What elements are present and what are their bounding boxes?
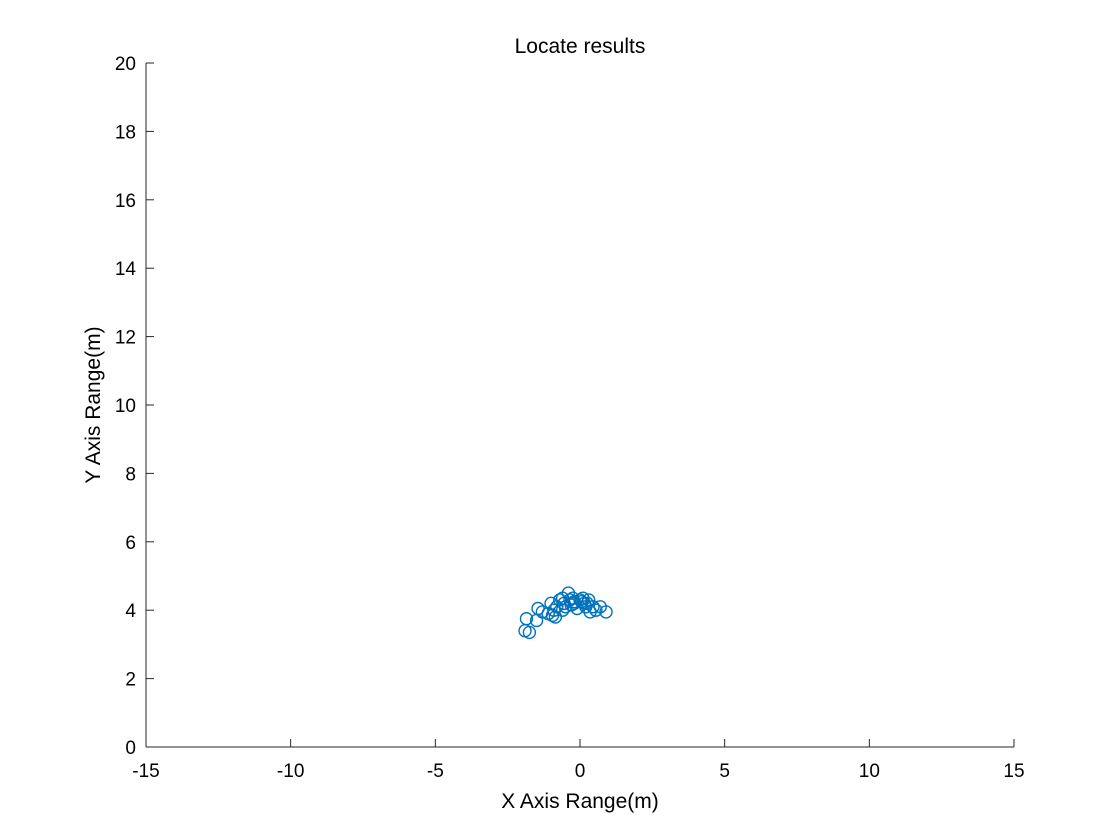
y-tick-label: 0 [125,738,136,759]
x-tick-label: -5 [427,761,444,782]
x-ticks: -15 -10 -5 0 5 10 15 [132,739,1025,782]
data-markers [518,586,613,640]
y-tick-label: 8 [125,464,136,485]
y-tick-label: 6 [125,533,136,554]
x-tick-label: -10 [277,761,304,782]
x-tick-label: -15 [132,761,159,782]
y-tick-label: 20 [115,54,136,75]
data-point [522,625,537,640]
chart-title: Locate results [515,35,646,58]
data-point [519,612,534,626]
y-tick-label: 2 [125,670,136,691]
y-tick-label: 12 [115,328,136,349]
data-point [567,594,581,609]
x-tick-label: 15 [1003,761,1024,782]
data-point [548,610,563,624]
x-tick-label: 10 [859,761,880,782]
y-tick-label: 16 [115,191,136,212]
x-axis-title: X Axis Range(m) [501,790,659,813]
y-tick-label: 10 [115,396,136,417]
data-point [599,605,613,619]
data-point [589,603,603,617]
y-tick-label: 18 [115,122,136,143]
y-ticks: 0 2 4 6 8 10 12 14 16 18 20 [115,54,154,759]
data-point [580,596,594,611]
y-tick-label: 14 [115,259,137,280]
x-tick-label: 5 [719,761,730,782]
y-tick-label: 4 [125,601,136,622]
y-axis-title: Y Axis Range(m) [82,326,105,483]
x-tick-label: 0 [575,761,586,782]
